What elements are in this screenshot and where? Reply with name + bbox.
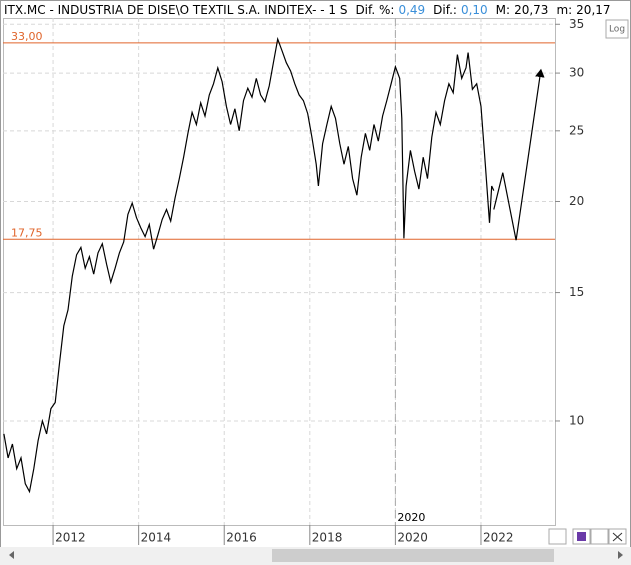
stat-label: m: — [556, 3, 572, 17]
x-tick-label: 2018 — [312, 531, 343, 545]
stat-label: Dif.: — [433, 3, 457, 17]
y-tick-label: 35 — [569, 17, 584, 31]
pin-button[interactable] — [590, 528, 609, 545]
plot-frame — [3, 18, 556, 526]
x-tick-label: 2016 — [226, 531, 257, 545]
stat-value: 0,49 — [398, 3, 425, 17]
save-icon — [577, 532, 586, 541]
tool-button[interactable] — [548, 528, 567, 545]
header: ITX.MC - INDUSTRIA DE DISE\O TEXTIL S.A.… — [4, 3, 611, 17]
cursor-label: 2020 — [397, 511, 425, 524]
scroll-left[interactable] — [9, 551, 14, 559]
x-tick-label: 2020 — [397, 531, 428, 545]
scroll-right[interactable] — [618, 551, 623, 559]
stat-value: 0,10 — [461, 3, 488, 17]
stat-value: 20,73 — [514, 3, 548, 17]
scroll-thumb[interactable] — [272, 549, 554, 562]
stat-label: Dif. %: — [355, 3, 394, 17]
y-tick-label: 10 — [569, 413, 584, 427]
x-tick-label: 2012 — [55, 531, 86, 545]
y-tick-label: 20 — [569, 194, 584, 208]
y-tick-label: 25 — [569, 123, 584, 137]
stat-label: M: — [496, 3, 510, 17]
x-tick-label: 2022 — [483, 531, 514, 545]
header-title: ITX.MC - INDUSTRIA DE DISE\O TEXTIL S.A.… — [4, 3, 347, 17]
x-tick-label: 2014 — [141, 531, 172, 545]
log-button[interactable] — [605, 19, 629, 39]
projection-arrow — [493, 68, 545, 241]
y-tick-label: 15 — [569, 285, 584, 299]
y-tick-label: 30 — [569, 66, 584, 80]
log-button-label[interactable]: Log — [609, 25, 625, 35]
level-label: 17,75 — [11, 226, 43, 239]
stat-value: 20,17 — [576, 3, 610, 17]
close-icon — [612, 532, 623, 542]
price-line — [3, 36, 495, 494]
level-label: 33,00 — [11, 30, 43, 43]
